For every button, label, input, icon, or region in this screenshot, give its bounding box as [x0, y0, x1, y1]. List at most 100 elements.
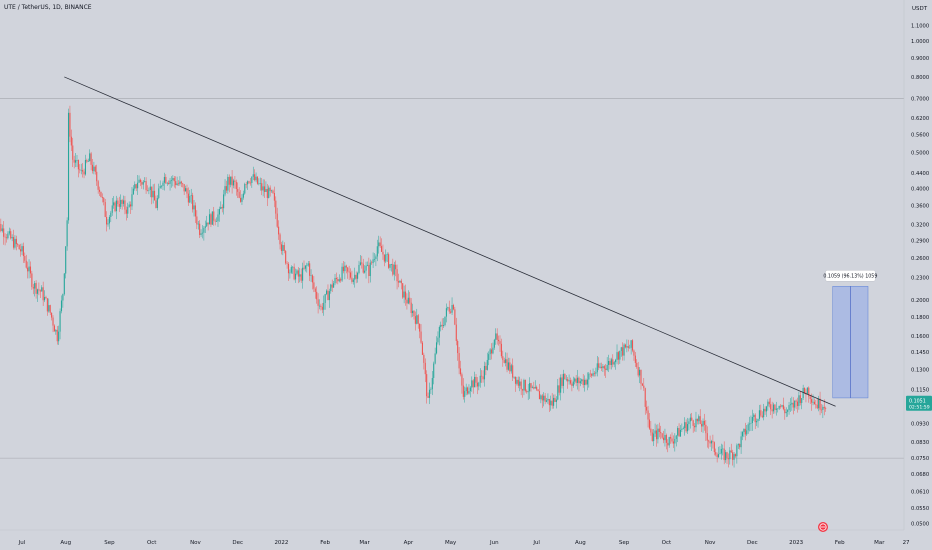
candle-body — [725, 452, 727, 461]
candle-body — [207, 222, 209, 225]
candle-body — [685, 422, 687, 432]
candle-body — [190, 195, 192, 197]
candle-body — [7, 233, 9, 239]
candle-body — [333, 283, 335, 288]
candle-body — [334, 277, 336, 284]
candle-body — [49, 305, 51, 313]
candle-body — [313, 282, 315, 289]
candle-body — [647, 410, 649, 420]
candle-body — [585, 379, 587, 385]
candle-body — [490, 349, 493, 354]
candle-body — [768, 401, 770, 405]
candle-body — [598, 363, 600, 368]
candle-body — [485, 365, 487, 370]
candle-body — [311, 275, 314, 283]
candle-body — [443, 325, 445, 326]
candle-body — [787, 410, 789, 412]
candle-body — [44, 297, 46, 301]
measure-label: 0.1059 (96.13%) 1059 — [823, 273, 877, 279]
candle-body — [802, 387, 804, 399]
candle-body — [560, 377, 562, 393]
candle-body — [740, 436, 742, 448]
candle-body — [165, 176, 167, 184]
candle-body — [294, 273, 297, 280]
candle-body — [751, 416, 753, 423]
candle-body — [578, 377, 580, 384]
candle-body — [406, 299, 408, 304]
candle-body — [479, 375, 481, 383]
price-tick-label: 0.0830 — [911, 440, 929, 446]
candle-body — [241, 197, 243, 202]
candle-body — [619, 350, 621, 360]
time-tick-label: Nov — [705, 540, 716, 546]
candle-body — [467, 387, 469, 394]
trendline-group[interactable] — [64, 76, 836, 407]
price-axis[interactable]: USDT 1.1000 1.0000 0.9000 0.8000 0.7000 0.620… — [911, 6, 929, 527]
price-tick-label: 0.1150 — [911, 387, 929, 393]
candle-body — [223, 194, 225, 209]
candle-body — [798, 395, 800, 407]
candle-body — [489, 349, 491, 355]
candle-body — [780, 405, 782, 407]
candle-body — [91, 164, 94, 172]
candle-body — [427, 396, 429, 398]
candle-body — [670, 437, 672, 439]
candle-body — [665, 435, 667, 443]
candle-body — [141, 182, 143, 185]
candle-body — [251, 176, 253, 183]
candle-body — [238, 191, 240, 198]
candle-body — [208, 214, 211, 225]
candle-body — [452, 305, 455, 310]
candle-body — [107, 223, 109, 225]
candle-body — [544, 395, 546, 402]
candle-body — [35, 283, 37, 294]
candle-body — [555, 399, 557, 402]
candle-body — [383, 254, 385, 262]
candle-body — [622, 347, 624, 356]
candles — [0, 105, 827, 468]
candle-body — [547, 398, 549, 401]
candle-body — [668, 437, 670, 446]
candle-body — [744, 428, 746, 435]
candle-body — [545, 400, 548, 402]
candle-body — [613, 362, 615, 365]
candle-body — [60, 300, 63, 312]
candle-body — [771, 409, 773, 412]
candle-body — [58, 331, 60, 342]
candle-body — [285, 250, 287, 264]
candle-body — [758, 410, 760, 419]
candle-body — [468, 391, 470, 394]
price-tick-label: 0.0680 — [911, 472, 929, 478]
candle-body — [326, 290, 328, 295]
candle-body — [94, 166, 96, 172]
candle-body — [530, 383, 532, 388]
time-tick-label: Aug — [575, 540, 586, 546]
candle-body — [512, 365, 514, 378]
candle-body — [433, 363, 435, 378]
candle-body — [389, 264, 391, 268]
time-axis[interactable]: Jul Aug Sep Oct Nov Dec 2022 Feb Mar Apr May Jun Jul… — [18, 540, 910, 546]
candle-body — [823, 406, 825, 409]
candle-body — [390, 264, 392, 265]
candle-body — [615, 359, 617, 363]
candle-body — [565, 379, 567, 380]
candle-body — [0, 223, 2, 232]
candle-body — [640, 369, 642, 384]
candle-body — [252, 174, 254, 177]
candle-body — [397, 281, 400, 283]
candle-body — [495, 333, 497, 340]
time-tick-label: Apr — [404, 540, 414, 546]
horizontal-lines — [0, 98, 904, 459]
candle-body — [661, 433, 663, 438]
candle-body — [440, 324, 442, 327]
candle-body — [211, 211, 213, 225]
candle-body — [736, 445, 738, 457]
candle-body — [388, 254, 390, 268]
candle-body — [576, 377, 579, 383]
candle-body — [811, 399, 813, 403]
candle-body — [739, 444, 741, 448]
price-tick-label: 0.5600 — [911, 132, 929, 138]
candle-body — [599, 366, 601, 368]
